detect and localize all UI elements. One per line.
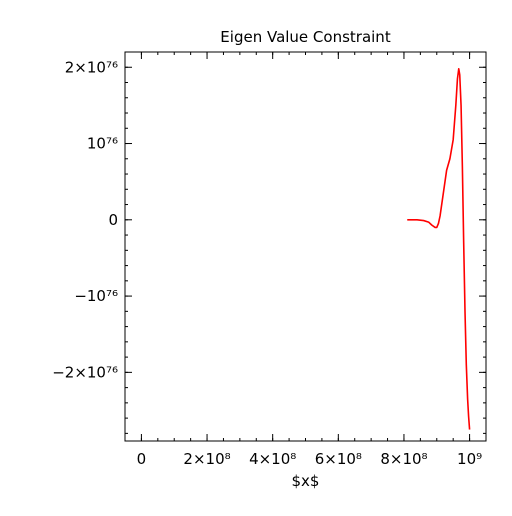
y-tick-label: 10⁷⁶ — [87, 135, 118, 153]
axes: 0 2×10⁸ 4×10⁸ 6×10⁸ 8×10⁸ 10⁹ 2×10⁷⁶ 10⁷⁶ 0 −10⁷⁶… — [52, 51, 487, 468]
y-tick-label: −10⁷⁶ — [74, 287, 118, 305]
y-tick-label: 0 — [108, 211, 118, 229]
plot-area — [407, 67, 471, 430]
x-axis-label: $x$ — [292, 472, 320, 490]
series-line-0 — [407, 67, 471, 430]
x-tick-label: 10⁹ — [457, 450, 482, 468]
chart-title: Eigen Value Constraint — [220, 28, 391, 46]
x-tick-label: 6×10⁸ — [315, 450, 362, 468]
x-tick-label: 2×10⁸ — [183, 450, 230, 468]
y-tick-label: −2×10⁷⁶ — [52, 363, 118, 381]
plot-frame — [124, 51, 487, 442]
x-tick-label: 8×10⁸ — [380, 450, 427, 468]
y-tick-label: 2×10⁷⁶ — [65, 58, 118, 76]
x-tick-label: 0 — [137, 450, 147, 468]
x-tick-label: 4×10⁸ — [249, 450, 296, 468]
